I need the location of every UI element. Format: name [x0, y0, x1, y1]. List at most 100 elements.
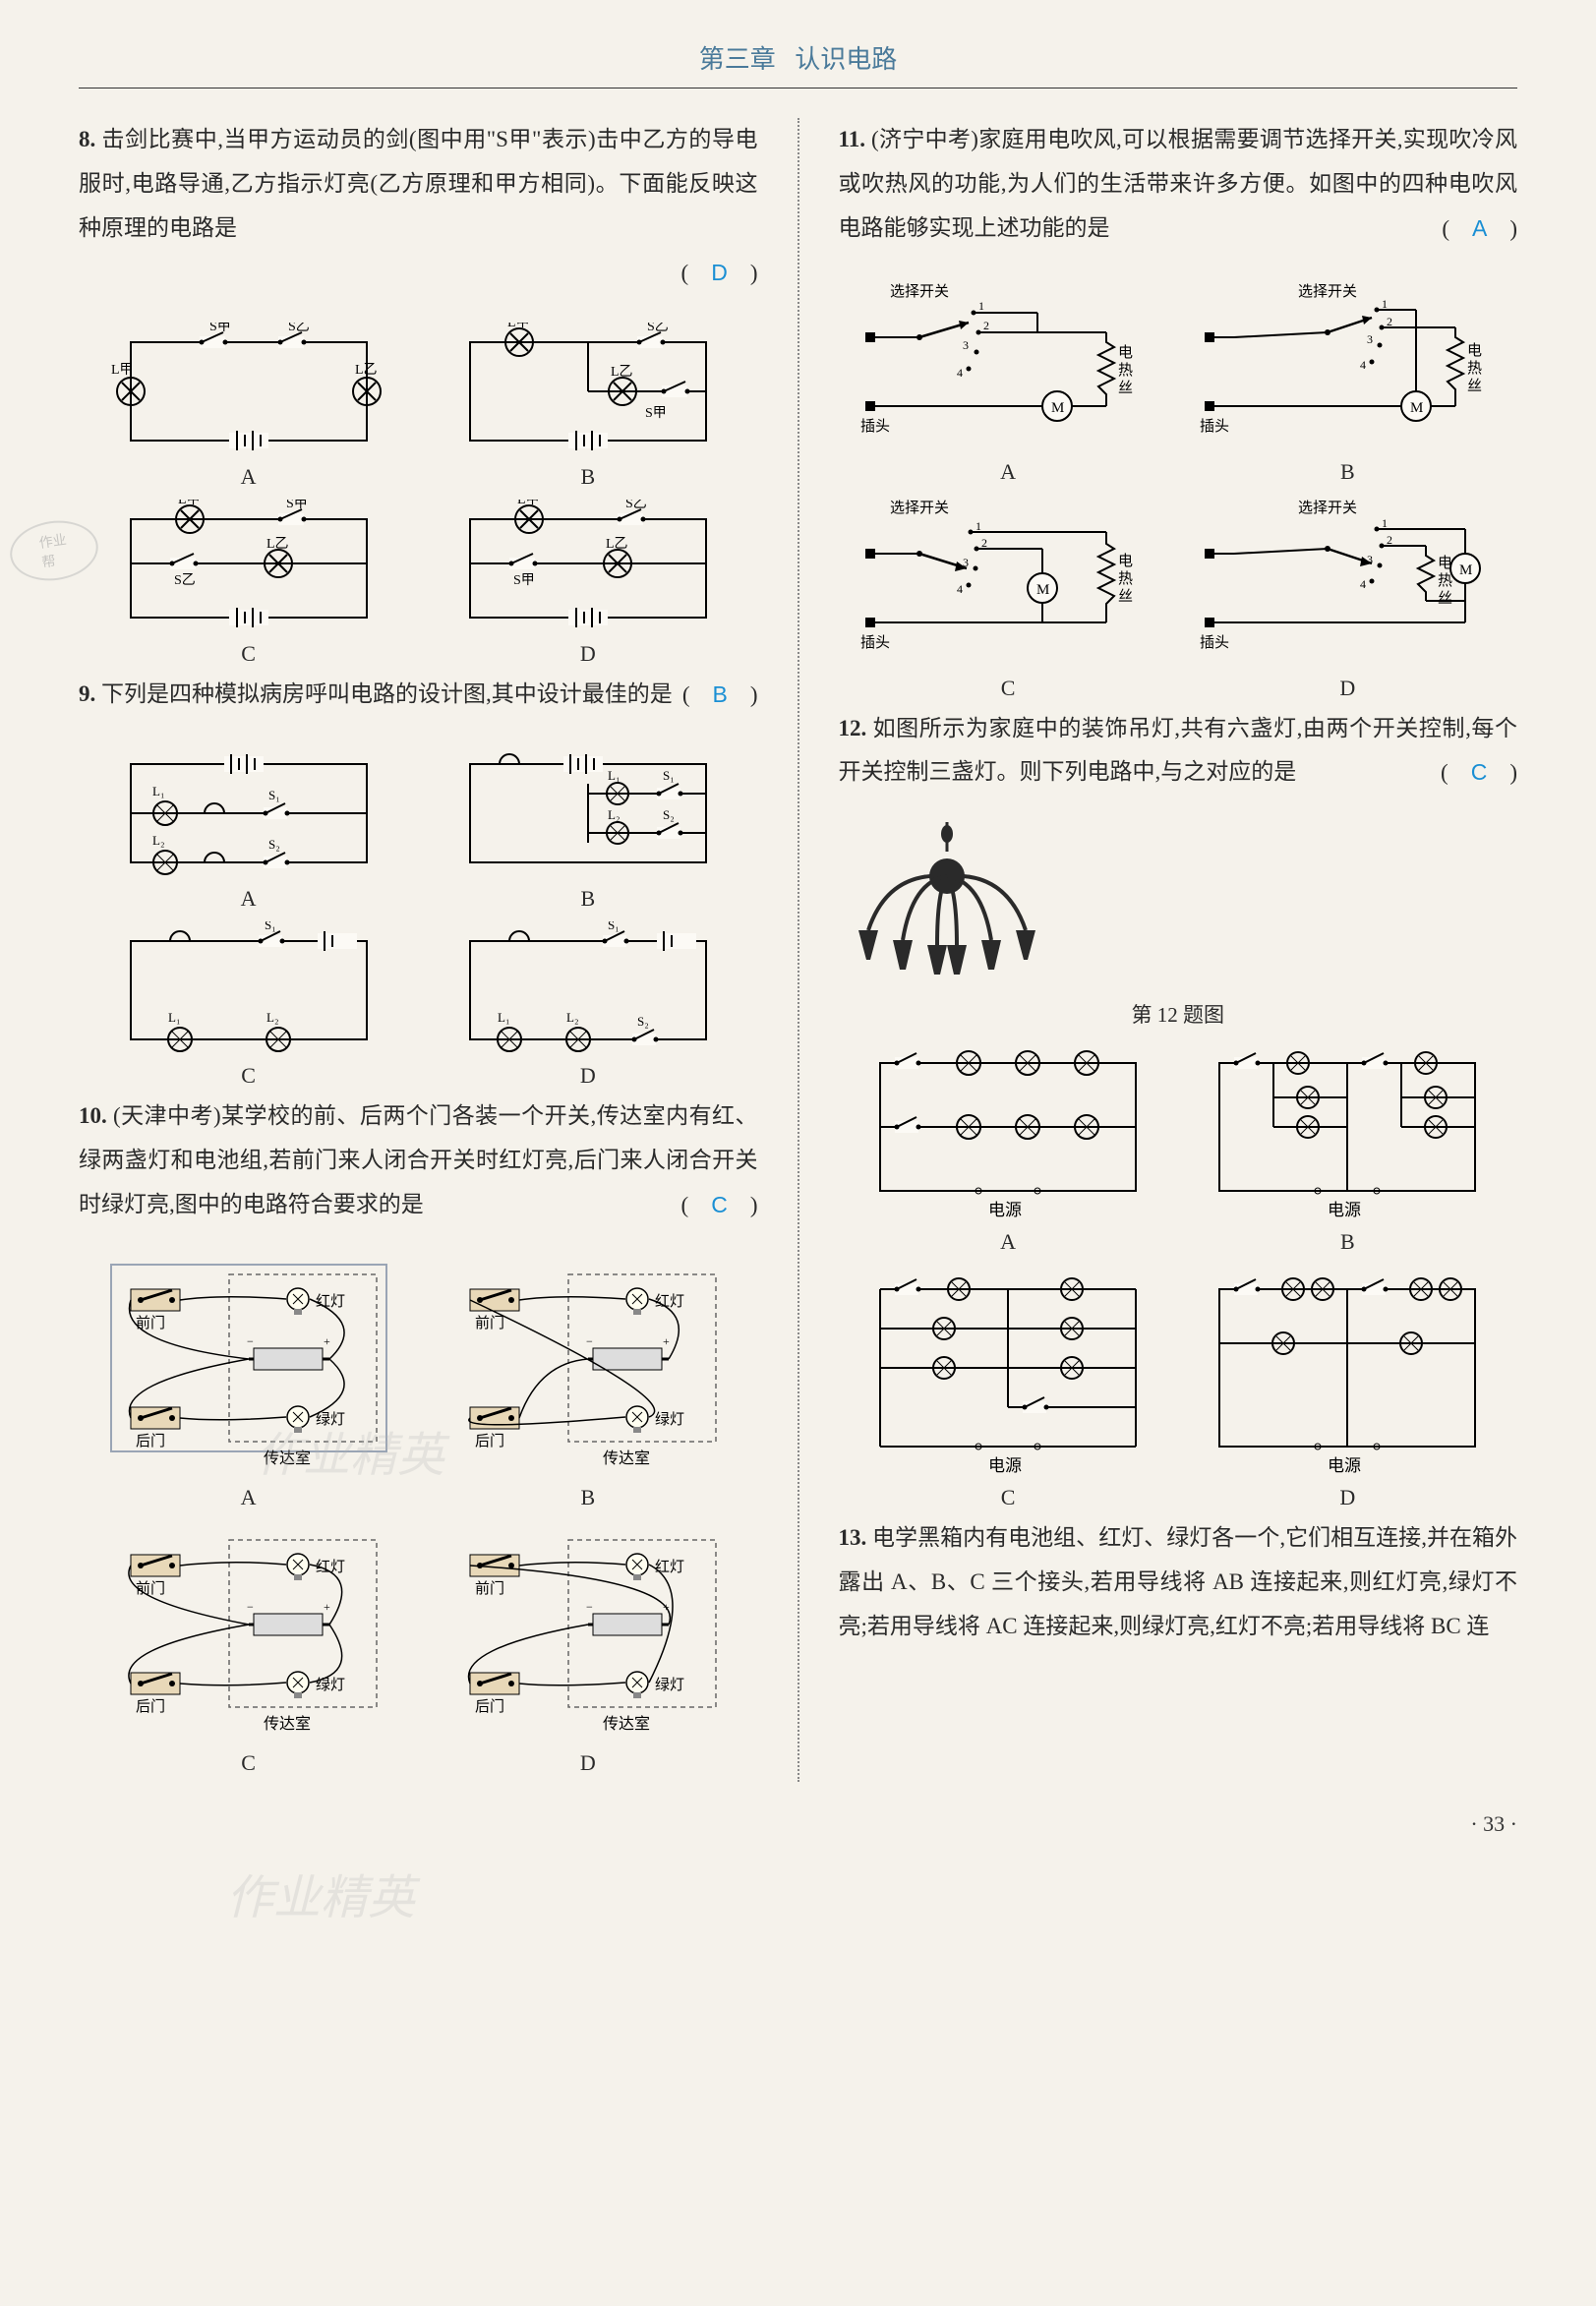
q10-diagram-a: 红灯 绿灯 −+ 前门 后门 传达室 — [101, 1255, 396, 1481]
q11-diagram-c: 选择开关 插头 1 2 3 4 M 电热丝 — [860, 495, 1155, 672]
svg-text:丝: 丝 — [1467, 378, 1482, 394]
svg-text:M: M — [1459, 562, 1472, 578]
question-8: 8. 击剑比赛中,当甲方运动员的剑(图中用"S甲"表示)击中乙方的导电服时,电路… — [79, 118, 758, 295]
q9-label-a: A — [111, 886, 386, 912]
q10-diagrams-row1: 红灯 绿灯 −+ 前门 后门 传达室 A — [79, 1255, 758, 1510]
q12-diagrams-row1: 电源 A 电源 — [839, 1038, 1518, 1255]
svg-text:L甲: L甲 — [517, 500, 540, 507]
svg-text:插头: 插头 — [860, 634, 890, 651]
q9-diagram-c: S₁ L₁ L₂ — [111, 921, 386, 1059]
q9-diagrams-row2: S₁ L₁ L₂ C S₁ L₁ L₂ S₂ D — [79, 921, 758, 1089]
q10-num: 10. — [79, 1103, 107, 1128]
svg-text:1: 1 — [1382, 516, 1388, 530]
q13-num: 13. — [839, 1525, 867, 1550]
svg-text:热: 热 — [1438, 572, 1452, 589]
q8-num: 8. — [79, 127, 95, 151]
svg-text:热: 热 — [1118, 362, 1133, 379]
q11-label-b: B — [1200, 459, 1495, 485]
q8-diagrams-row2: L甲 S甲 S乙 L乙 C L甲 S乙 S甲 L乙 D — [79, 500, 758, 667]
q12-figure-caption: 第 12 题图 — [839, 999, 1518, 1029]
svg-text:电源: 电源 — [988, 1201, 1022, 1219]
q11-answer: A — [1472, 215, 1487, 241]
svg-text:4: 4 — [1360, 577, 1366, 591]
svg-text:L₂: L₂ — [566, 1010, 578, 1025]
svg-text:L乙: L乙 — [266, 536, 289, 552]
svg-text:插头: 插头 — [1200, 418, 1229, 435]
svg-text:绿灯: 绿灯 — [316, 1677, 345, 1693]
q11-diagram-a: 选择开关 插头 1 2 3 4 — [860, 278, 1155, 455]
q8-diagrams-row1: S甲 S乙 L甲 L乙 A L甲 — [79, 323, 758, 490]
q9-label-b: B — [450, 886, 726, 912]
svg-text:M: M — [1036, 582, 1049, 598]
svg-text:S乙: S乙 — [288, 323, 310, 334]
svg-text:S₁: S₁ — [608, 921, 620, 932]
q10-diagram-b: 红灯 绿灯 −+ 前门 后门 传达室 — [441, 1255, 736, 1481]
svg-text:L乙: L乙 — [611, 364, 633, 380]
svg-text:S乙: S乙 — [625, 500, 647, 511]
q9-num: 9. — [79, 681, 95, 706]
q11-num: 11. — [839, 127, 865, 151]
svg-text:S甲: S甲 — [513, 573, 535, 588]
svg-text:1: 1 — [975, 519, 981, 533]
q9-diagram-d: S₁ L₁ L₂ S₂ — [450, 921, 726, 1059]
svg-text:前门: 前门 — [136, 1580, 165, 1597]
svg-text:S乙: S乙 — [174, 572, 196, 588]
q12-label-d: D — [1200, 1485, 1495, 1510]
q10-label-a: A — [101, 1485, 396, 1510]
svg-text:2: 2 — [1387, 533, 1392, 547]
svg-text:S₁: S₁ — [268, 788, 280, 802]
q12-diagram-b: 电源 — [1200, 1038, 1495, 1225]
svg-text:后门: 后门 — [475, 1433, 504, 1449]
q12-diagram-a: 电源 — [860, 1038, 1155, 1225]
q8-diagram-c: L甲 S甲 S乙 L乙 — [111, 500, 386, 637]
q9-answer: B — [712, 681, 727, 707]
q12-label-c: C — [860, 1485, 1155, 1510]
q9-label-c: C — [111, 1063, 386, 1089]
svg-text:传达室: 传达室 — [264, 1715, 311, 1733]
q11-text: (济宁中考)家庭用电吹风,可以根据需要调节选择开关,实现吹冷风或吹热风的功能,为… — [839, 127, 1518, 240]
q8-label-c: C — [111, 641, 386, 667]
svg-text:L₁: L₁ — [168, 1010, 180, 1025]
svg-text:S₂: S₂ — [268, 837, 280, 852]
q8-label-d: D — [450, 641, 726, 667]
svg-text:−: − — [247, 1334, 254, 1348]
svg-text:红灯: 红灯 — [655, 1293, 684, 1310]
svg-text:4: 4 — [1360, 358, 1366, 372]
svg-text:L₂: L₂ — [608, 807, 620, 822]
svg-text:+: + — [324, 1334, 330, 1348]
svg-text:4: 4 — [957, 366, 963, 380]
svg-text:后门: 后门 — [475, 1698, 504, 1715]
svg-text:丝: 丝 — [1438, 590, 1452, 607]
svg-text:+: + — [663, 1334, 670, 1348]
svg-text:S甲: S甲 — [286, 500, 308, 511]
q9-diagrams-row1: L₁ S₁ L₂ S₂ A — [79, 744, 758, 912]
svg-text:电源: 电源 — [1328, 1201, 1361, 1219]
q12-chandelier — [839, 822, 1518, 989]
svg-text:1: 1 — [1382, 297, 1388, 311]
svg-text:红灯: 红灯 — [655, 1559, 684, 1575]
svg-text:丝: 丝 — [1118, 588, 1133, 605]
svg-text:L乙: L乙 — [606, 536, 628, 552]
question-12: 12. 如图所示为家庭中的装饰吊灯,共有六盏灯,由两个开关控制,每个开关控制三盏… — [839, 707, 1518, 796]
q12-diagram-d: 电源 — [1200, 1265, 1495, 1481]
q9-diagram-b: L₁ S₁ L₂ S₂ — [450, 744, 726, 882]
svg-text:后门: 后门 — [136, 1698, 165, 1715]
svg-text:3: 3 — [963, 556, 969, 569]
svg-text:2: 2 — [981, 536, 987, 550]
svg-text:S₁: S₁ — [265, 921, 276, 932]
svg-text:−: − — [586, 1334, 593, 1348]
svg-text:1: 1 — [978, 299, 984, 313]
q9-diagram-a: L₁ S₁ L₂ S₂ — [111, 744, 386, 882]
q11-label-a: A — [860, 459, 1155, 485]
svg-text:传达室: 传达室 — [264, 1449, 311, 1467]
svg-text:选择开关: 选择开关 — [890, 283, 949, 300]
svg-text:L甲: L甲 — [111, 363, 134, 378]
svg-text:3: 3 — [1367, 332, 1373, 346]
svg-text:绿灯: 绿灯 — [316, 1411, 345, 1428]
q10-diagrams-row2: 红灯 绿灯 −+ 前门 后门 传达室 C 红灯 — [79, 1520, 758, 1776]
q11-diagram-d: 选择开关 插头 1 2 3 4 电热丝 M — [1200, 495, 1495, 672]
svg-text:传达室: 传达室 — [603, 1449, 650, 1467]
svg-text:热: 热 — [1467, 360, 1482, 377]
svg-text:选择开关: 选择开关 — [1298, 283, 1357, 300]
svg-text:3: 3 — [1367, 553, 1373, 566]
